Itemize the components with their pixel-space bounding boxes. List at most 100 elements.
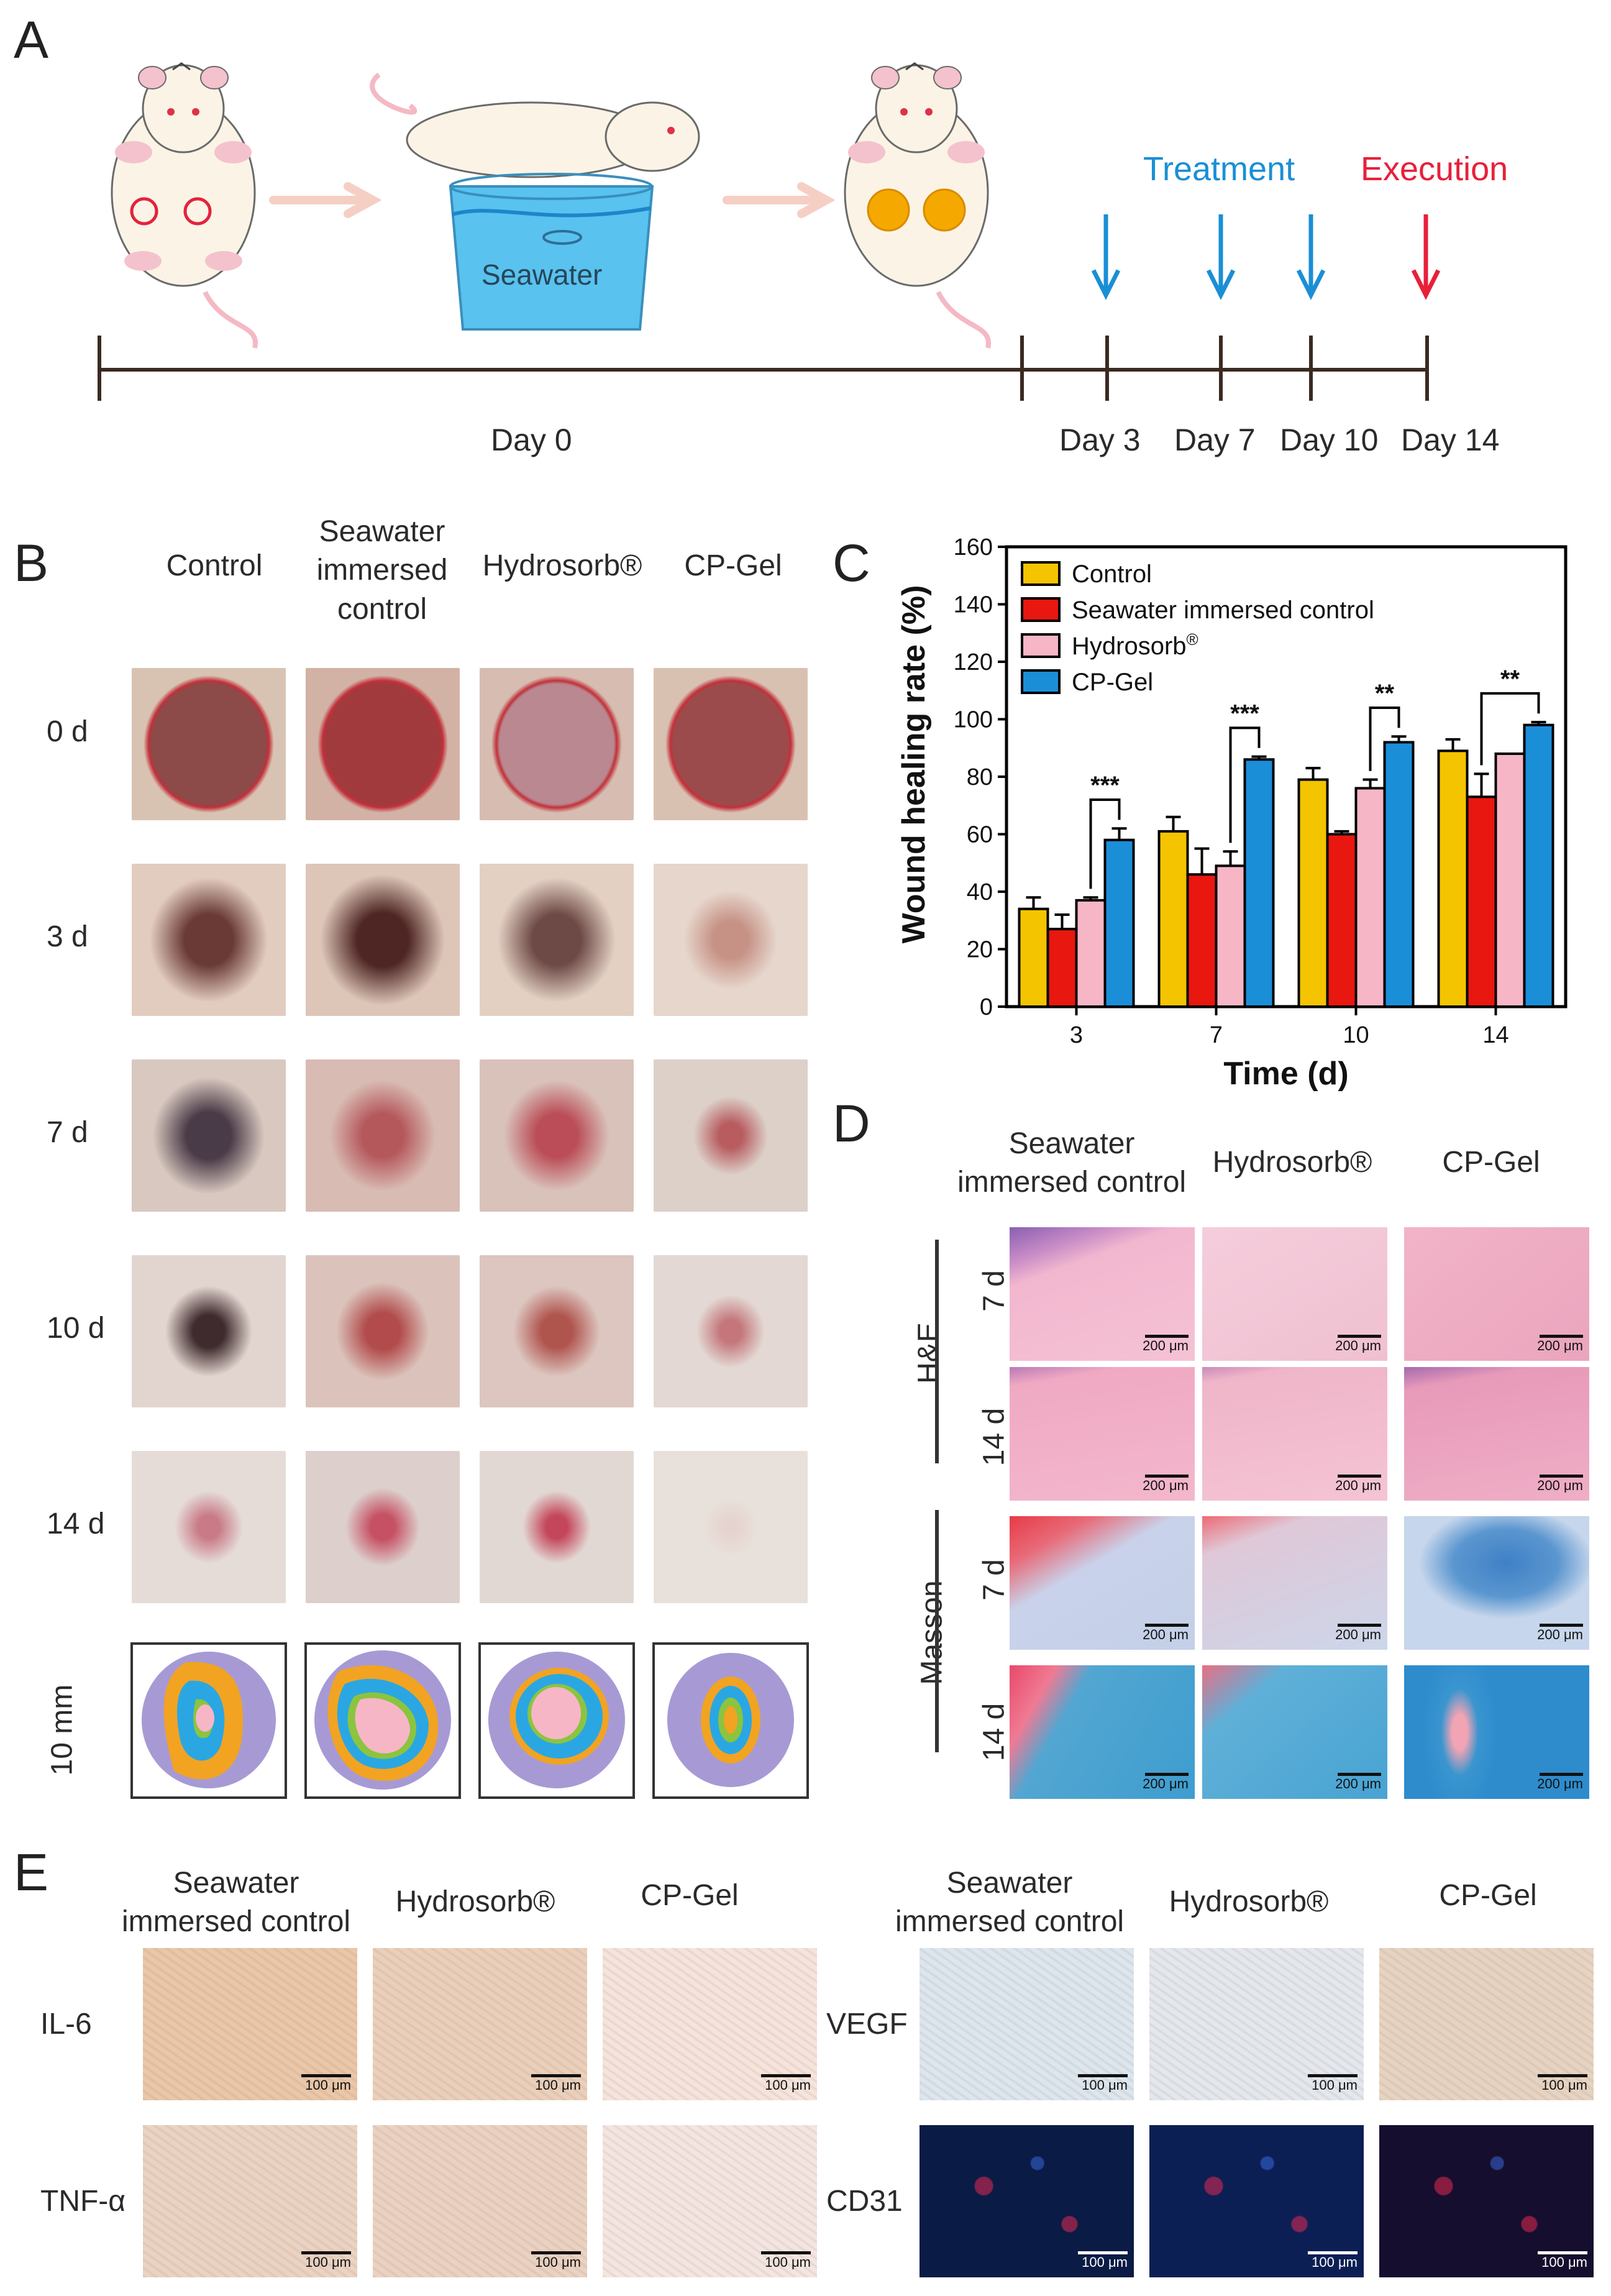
scale-bar-label: 100 μm	[305, 2077, 351, 2093]
legend-swatch	[1021, 561, 1061, 586]
day-7-label: Day 7	[1174, 423, 1256, 457]
arrow-right-icon	[269, 182, 382, 218]
scale-bar-label: 200 μm	[1537, 1338, 1583, 1353]
significance-label: **	[1500, 665, 1520, 693]
scale-bar: 100 μm	[1531, 2074, 1587, 2093]
panel-letter-c: C	[833, 534, 870, 592]
wound-photo	[132, 668, 286, 820]
d-group-masson: Masson	[915, 1580, 949, 1685]
scale-bar-label: 200 μm	[1335, 1478, 1381, 1493]
scale-bar: 200 μm	[1331, 1335, 1381, 1354]
treatment-arrow-icon	[1091, 214, 1121, 300]
scale-bar: 200 μm	[1139, 1773, 1189, 1792]
histology-image	[1010, 1227, 1195, 1361]
histology-image	[1010, 1367, 1195, 1501]
b-col-hydrosorb: Hydrosorb®	[482, 549, 642, 582]
bar	[1383, 741, 1415, 1008]
y-axis-label: Wound healing rate (%)	[896, 585, 932, 944]
wound-trace-cpgel	[652, 1642, 809, 1799]
legend-swatch	[1021, 633, 1061, 658]
legend-label: Hydrosorb®	[1072, 630, 1198, 660]
execution-arrow-icon	[1411, 214, 1441, 300]
b-row-14d: 14 d	[47, 1507, 105, 1540]
scale-bar-label: 100 μm	[1082, 2077, 1128, 2093]
x-tick-label: 7	[1210, 1022, 1223, 1048]
d-time-masson-7d: 7 d	[977, 1559, 1011, 1601]
histology-image	[1404, 1367, 1589, 1501]
scale-bar-label: 100 μm	[765, 2254, 811, 2270]
scale-bar-label: 100 μm	[305, 2254, 351, 2270]
e-row-il6: IL-6	[40, 2008, 92, 2041]
ihc-image	[143, 1948, 357, 2100]
bar	[1494, 752, 1526, 1008]
d-group-he-bracket	[935, 1240, 939, 1463]
y-tick-label: 100	[954, 707, 993, 733]
wound-photo	[480, 1059, 634, 1212]
scale-bar: 200 μm	[1331, 1475, 1381, 1494]
significance-label: **	[1375, 680, 1395, 707]
panel-a-schematic: Seawater Treatment Execution Day 0 D	[98, 62, 1508, 457]
panel-letter-d: D	[833, 1094, 870, 1153]
histology-image	[1404, 1665, 1589, 1799]
y-tick-label: 20	[967, 937, 993, 963]
rat-top-view-icon	[111, 62, 258, 349]
b-col-cpgel: CP-Gel	[684, 549, 782, 582]
d-col-cpgel: CP-Gel	[1442, 1146, 1540, 1179]
legend-label: Control	[1072, 560, 1152, 588]
wound-photo	[306, 1059, 460, 1212]
y-tick-label: 0	[980, 994, 993, 1020]
scale-bar-label: 100 μm	[1082, 2254, 1128, 2270]
bar	[1326, 833, 1358, 1008]
scale-bar: 200 μm	[1139, 1624, 1189, 1643]
scale-bar: 100 μm	[1072, 2074, 1128, 2093]
wound-photo	[132, 864, 286, 1016]
day-3-label: Day 3	[1059, 423, 1141, 457]
d-col-hydrosorb: Hydrosorb®	[1212, 1146, 1372, 1179]
significance-bracket	[1229, 726, 1261, 843]
wound-photo	[654, 1451, 808, 1603]
bar	[1186, 873, 1218, 1008]
legend-swatch	[1021, 669, 1061, 694]
d-time-masson-14d: 14 d	[977, 1703, 1011, 1762]
wound-photo	[654, 1059, 808, 1212]
d-group-he: H&E	[912, 1322, 946, 1384]
x-tick-label: 14	[1482, 1022, 1508, 1048]
d-group-masson-bracket	[935, 1510, 939, 1752]
wound-photo	[132, 1059, 286, 1212]
scale-bar-label: 200 μm	[1335, 1776, 1381, 1791]
scale-bar-label: 200 μm	[1335, 1627, 1381, 1642]
significance-label: ***	[1230, 700, 1259, 727]
b-scale-label: 10 mm	[45, 1684, 79, 1776]
wound-trace-hydrosorb	[478, 1642, 635, 1799]
bar	[1354, 787, 1386, 1008]
ihc-image	[1149, 2125, 1364, 2277]
bar	[1437, 749, 1469, 1008]
scale-bar-label: 100 μm	[1541, 2077, 1587, 2093]
e-row-vegf: VEGF	[826, 2008, 908, 2041]
bar	[1523, 723, 1554, 1008]
treatment-label: Treatment	[1143, 150, 1295, 188]
b-row-7d: 7 d	[47, 1116, 88, 1149]
significance-bracket	[1480, 692, 1540, 766]
histology-image	[1404, 1516, 1589, 1650]
scale-bar: 100 μm	[1072, 2251, 1128, 2271]
scale-bar-label: 200 μm	[1537, 1478, 1583, 1493]
wound-photo	[480, 1255, 634, 1407]
scale-bar: 100 μm	[295, 2251, 351, 2271]
bar	[1243, 758, 1275, 1008]
rat-treated-icon	[844, 62, 992, 349]
seawater-label: Seawater	[481, 258, 602, 291]
wound-photo	[480, 668, 634, 820]
e-left-col-hydrosorb: Hydrosorb®	[395, 1885, 555, 1918]
histology-image	[1202, 1516, 1387, 1650]
e-row-cd31: CD31	[826, 2185, 903, 2218]
y-tick-label: 160	[954, 534, 993, 560]
wound-trace-control	[130, 1642, 287, 1799]
legend-label: CP-Gel	[1072, 669, 1153, 696]
scale-bar-label: 100 μm	[1541, 2254, 1587, 2270]
treatment-arrow-icon	[1206, 214, 1236, 300]
seawater-bucket-icon	[370, 72, 700, 331]
scale-bar: 200 μm	[1139, 1475, 1189, 1494]
e-right-col-hydrosorb: Hydrosorb®	[1169, 1885, 1329, 1918]
bar	[1297, 778, 1329, 1008]
